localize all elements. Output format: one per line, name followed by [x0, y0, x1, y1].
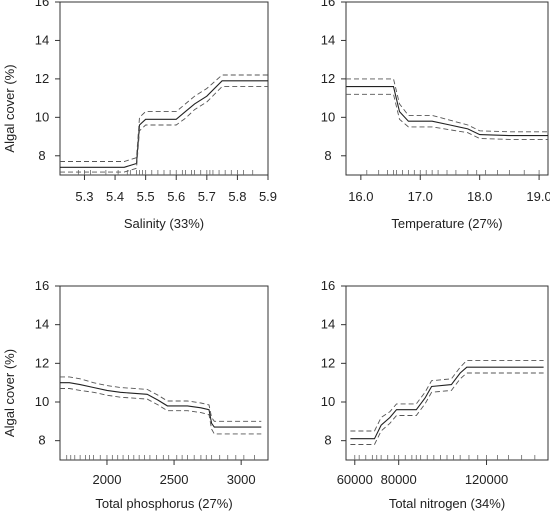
panel-salinity: 8 10 12 14 16 5.3 5.4 5.5 5.6 5.7 5.8 5.9 Salinity (…	[2, 0, 277, 231]
panel-total-phosphorus: 8 10 12 14 16 2000 2500 3000 Total phosphorus (2…	[2, 278, 269, 511]
plot-frame	[59, 285, 269, 461]
x-tick-label: 5.9	[259, 189, 277, 204]
x-axis-label: Salinity (33%)	[124, 216, 204, 231]
fitted-line	[350, 366, 544, 440]
y-tick-label: 12	[321, 71, 335, 86]
x-axis-label: Total nitrogen (34%)	[389, 496, 505, 511]
y-tick-label: 12	[321, 355, 335, 370]
x-tick-label: 60000	[337, 472, 373, 487]
x-tick-label: 2000	[93, 472, 122, 487]
x-tick-label: 5.6	[167, 189, 185, 204]
fitted-line	[60, 80, 268, 168]
x-tick-label: 5.5	[137, 189, 155, 204]
fitted-line	[346, 86, 548, 137]
ci-upper-line	[350, 359, 544, 432]
x-tick-label: 120000	[465, 472, 508, 487]
x-tick-label: 5.3	[75, 189, 93, 204]
x-tick-label: 5.8	[228, 189, 246, 204]
ci-lower-line	[350, 372, 544, 445]
ci-lower-line	[346, 93, 548, 140]
fitted-line	[60, 382, 262, 428]
y-tick-label: 16	[35, 278, 49, 293]
y-tick-label: 10	[321, 109, 335, 124]
y-tick-label: 16	[321, 0, 335, 9]
y-tick-label: 10	[35, 109, 49, 124]
y-tick-label: 16	[35, 0, 49, 9]
y-tick-label: 16	[321, 278, 335, 293]
x-tick-label: 80000	[381, 472, 417, 487]
ci-upper-line	[60, 74, 268, 162]
ci-lower-line	[60, 388, 262, 435]
x-tick-label: 5.4	[106, 189, 124, 204]
y-tick-label: 14	[35, 32, 49, 47]
x-tick-label: 18.0	[467, 189, 492, 204]
plot-frame	[345, 1, 549, 176]
x-tick-label: 3000	[227, 472, 256, 487]
y-tick-label: 14	[321, 317, 335, 332]
y-tick-label: 12	[35, 355, 49, 370]
ci-upper-line	[60, 376, 262, 422]
x-tick-label: 19.0	[526, 189, 550, 204]
y-tick-label: 8	[38, 433, 45, 448]
x-tick-label: 5.7	[198, 189, 216, 204]
y-tick-label: 10	[321, 394, 335, 409]
y-tick-label: 14	[321, 32, 335, 47]
x-axis-label: Total phosphorus (27%)	[95, 496, 232, 511]
y-axis-label: Algal cover (%)	[2, 64, 17, 152]
x-tick-label: 2500	[160, 472, 189, 487]
y-tick-label: 14	[35, 317, 49, 332]
plot-frame	[59, 1, 269, 176]
y-tick-label: 10	[35, 394, 49, 409]
x-tick-label: 16.0	[348, 189, 373, 204]
ci-upper-line	[346, 78, 548, 133]
panel-temperature: 8 10 12 14 16 16.0 17.0 18.0 19.0 Temperature (27…	[321, 0, 550, 231]
panel-total-nitrogen: 8 10 12 14 16 60000 80000 120000 Total nitrogen …	[321, 278, 549, 511]
x-tick-label: 17.0	[408, 189, 433, 204]
y-tick-label: 8	[38, 148, 45, 163]
x-axis-label: Temperature (27%)	[391, 216, 502, 231]
y-axis-label: Algal cover (%)	[2, 349, 17, 437]
y-tick-label: 12	[35, 71, 49, 86]
y-tick-label: 8	[324, 148, 331, 163]
ci-lower-line	[60, 86, 268, 173]
y-tick-label: 8	[324, 433, 331, 448]
